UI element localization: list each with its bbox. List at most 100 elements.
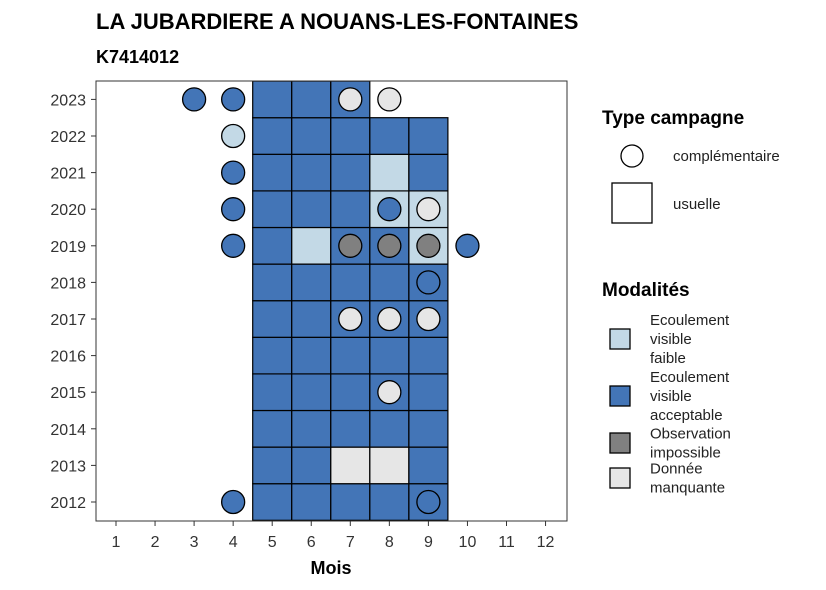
cell-2013-m8 [369, 446, 410, 485]
cell-2020-m5 [252, 190, 293, 229]
legend-type-campagne: Type campagne complémentaire usuelle [602, 108, 780, 224]
chart-title: LA JUBARDIERE A NOUANS-LES-FONTAINES [96, 9, 578, 34]
legend-label-manquante-0: Donnée [650, 461, 703, 478]
legend-label-acceptable-2: acceptable [650, 407, 723, 424]
x-axis-title: Mois [310, 558, 351, 578]
point-2022-m4 [220, 123, 246, 149]
y-tick-label-2012: 2012 [50, 495, 86, 512]
legend-key-faible [609, 328, 631, 350]
point-2012-m4 [220, 489, 246, 515]
x-tick-label-11: 11 [498, 534, 515, 551]
cell-2016-m9 [408, 336, 449, 375]
cell-2020-m6 [291, 190, 332, 229]
legend-label-manquante-1: manquante [650, 480, 725, 497]
cell-2019-m8 [369, 226, 410, 265]
cell-2014-m6 [291, 409, 332, 448]
y-tick-label-2023: 2023 [50, 92, 86, 109]
cell-2012-m6 [291, 483, 332, 521]
cell-2014-m8 [369, 409, 410, 448]
point-2020-m9 [416, 197, 441, 222]
cell-2012-m7 [330, 483, 371, 521]
x-tick-label-1: 1 [112, 534, 121, 551]
y-tick-label-2022: 2022 [50, 129, 86, 146]
cell-2013-m9 [408, 446, 449, 485]
cell-2023-m6 [291, 80, 332, 119]
cell-2012-m5 [252, 483, 293, 521]
legend-modalites: Modalités Ecoulement visible faible Ecoulem… [602, 280, 731, 497]
x-tick-label-3: 3 [190, 534, 199, 551]
cell-2013-m7 [330, 446, 371, 485]
cell-2021-m9 [408, 153, 449, 192]
legend-label-acceptable-1: visible [650, 388, 692, 405]
cell-2021-m7 [330, 153, 371, 192]
point-2015-m8 [377, 380, 402, 405]
plot-panel-border [95, 80, 568, 522]
cell-2016-m6 [291, 336, 332, 375]
point-2018-m9 [416, 270, 441, 295]
cell-2014-m7 [330, 409, 371, 448]
legend-label-impossible-1: impossible [650, 445, 721, 462]
point-2012-m9 [416, 489, 441, 515]
heatmap-cells [252, 80, 449, 521]
cell-2013-m6 [291, 446, 332, 485]
cell-2020-m7 [330, 190, 371, 229]
cell-2014-m5 [252, 409, 293, 448]
point-2019-m7 [338, 233, 363, 258]
y-tick-label-2017: 2017 [50, 312, 86, 329]
legend-label-faible-2: faible [650, 350, 686, 367]
cell-2012-m8 [369, 483, 410, 521]
point-2023-m7 [338, 87, 363, 112]
cell-2019-m5 [252, 226, 293, 265]
cell-2016-m7 [330, 336, 371, 375]
x-tick-label-7: 7 [346, 534, 355, 551]
complementaire-points [181, 87, 480, 515]
y-tick-label-2016: 2016 [50, 349, 86, 366]
cell-2017-m5 [252, 300, 293, 338]
legend-type-title: Type campagne [602, 108, 744, 129]
legend-label-faible-0: Ecoulement [650, 312, 730, 329]
y-tick-label-2014: 2014 [50, 422, 86, 439]
legend-label-impossible-0: Observation [650, 426, 731, 443]
x-tick-label-2: 2 [151, 534, 160, 551]
point-2021-m4 [220, 160, 246, 185]
point-2019-m9 [416, 233, 441, 258]
point-2019-m10 [455, 233, 480, 258]
legend-modalites-title: Modalités [602, 280, 690, 301]
y-axis: 2012 2013 2014 2015 2016 2017 2018 2019 2020 2021… [50, 92, 96, 512]
x-tick-label-6: 6 [307, 534, 316, 551]
point-2017-m7 [338, 306, 363, 332]
x-axis: 1 2 3 4 5 6 7 8 9 10 11 12 [112, 521, 555, 551]
cell-2016-m5 [252, 336, 293, 375]
cell-2018-m5 [252, 263, 293, 302]
cell-2021-m6 [291, 153, 332, 192]
cell-2016-m8 [369, 336, 410, 375]
cell-2018-m6 [291, 263, 332, 302]
y-tick-label-2015: 2015 [50, 385, 86, 402]
point-2019-m8 [377, 233, 402, 258]
y-tick-label-2019: 2019 [50, 239, 86, 256]
legend-usuelle-label: usuelle [673, 196, 721, 213]
cell-2018-m8 [369, 263, 410, 302]
cell-2015-m5 [252, 373, 293, 412]
cell-2023-m5 [252, 80, 293, 119]
legend-usuelle-key [611, 182, 653, 224]
point-2017-m8 [377, 306, 402, 332]
legend-key-manquante [609, 467, 631, 489]
legend-key-impossible [609, 432, 631, 454]
legend-complementaire-label: complémentaire [673, 148, 780, 165]
cell-2013-m5 [252, 446, 293, 485]
point-2023-m3 [181, 87, 207, 112]
y-tick-label-2018: 2018 [50, 275, 86, 292]
cell-2018-m7 [330, 263, 371, 302]
legend-complementaire-key [620, 144, 644, 168]
legend-key-acceptable [609, 385, 631, 407]
point-2020-m8 [377, 197, 402, 222]
cell-2021-m8 [369, 153, 410, 192]
legend-label-faible-1: visible [650, 331, 692, 348]
legend-label-acceptable-0: Ecoulement [650, 369, 730, 386]
cell-2022-m5 [252, 117, 293, 155]
x-tick-label-8: 8 [385, 534, 394, 551]
cell-2021-m5 [252, 153, 293, 192]
y-tick-label-2020: 2020 [50, 202, 86, 219]
